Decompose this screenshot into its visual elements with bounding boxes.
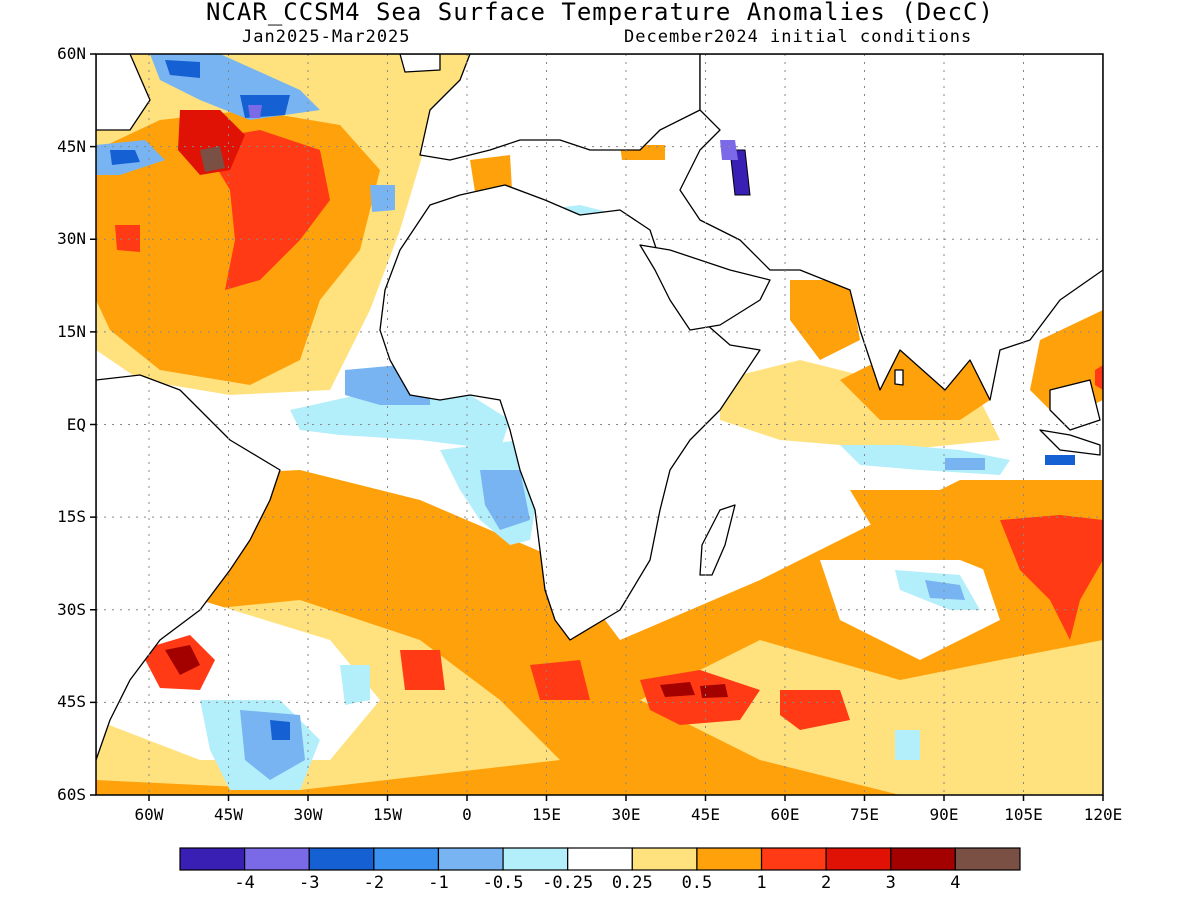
iceland-coastline [399,54,441,73]
caspian-sea [720,140,751,196]
asia-coastline [679,54,1103,401]
colorbar-tick-label: -2 [363,873,385,893]
africa-coastline [379,184,761,641]
colorbar-swatch [179,847,246,871]
colorbar-tick-label: 1 [756,873,767,893]
colorbar-swatch [437,847,504,871]
axis-ticks [90,53,1104,801]
lat-label: 45N [57,136,86,156]
colorbar-swatch [631,847,698,871]
lon-label: 15W [373,805,402,824]
colorbar-swatch [825,847,892,871]
lon-label: 90E [929,805,959,824]
colorbar-swatch [696,847,763,871]
colorbar-swatch [502,847,569,871]
lon-label: 120E [1083,805,1123,824]
colorbar-swatch [760,847,827,871]
lon-label: 45E [691,805,720,824]
lat-label: 30N [57,229,86,249]
lat-label: EQ [66,414,86,434]
forecast-period: Jan2025-Mar2025 [242,27,411,47]
north-america-coastline [96,54,151,131]
europe-coastline [419,54,701,161]
colorbar [179,847,1021,871]
colorbar-swatch [567,847,633,871]
colorbar-swatch [954,847,1021,871]
colorbar-tick-label: -0.5 [482,873,524,893]
colorbar-tick-label: 2 [821,873,832,893]
initial-conditions-label: December2024 initial conditions [624,27,973,47]
lon-label: 30E [611,805,641,824]
lon-label: 45W [214,805,243,824]
colorbar-tick-label: 0.25 [611,873,653,893]
lat-label: 15N [57,321,86,341]
land-mask [96,54,1103,761]
colorbar-swatch [890,847,956,871]
map-title: NCAR_CCSM4 Sea Surface Temperature Anoma… [206,0,994,26]
sri-lanka-coastline [894,369,904,386]
anomaly-field [96,54,1103,795]
lat-label: 45S [57,692,86,712]
lon-label: 0 [462,805,472,824]
madagascar-coastline [699,504,736,576]
colorbar-swatch [308,847,375,871]
lon-label: 60W [134,805,164,824]
colorbar-tick-label: 0.5 [681,873,713,893]
lat-label: 15S [57,507,86,527]
lon-label: 60E [770,805,800,824]
lon-label: 105E [1004,805,1043,824]
colorbar-tick-label: -4 [234,873,255,893]
lon-label: 15E [532,805,561,824]
colorbar-tick-label: 3 [885,873,896,893]
lat-label: 60S [57,785,86,804]
lat-label: 30S [57,599,86,619]
lat-label: 60N [57,44,86,63]
colorbar-swatch [244,847,310,871]
indonesia-coastline [1039,429,1101,456]
borneo-coastline [1049,379,1101,431]
colorbar-swatch [373,847,440,871]
colorbar-tick-label: -0.25 [542,873,594,893]
south-america-coastline [96,374,281,761]
lon-label: 75E [850,805,879,824]
colorbar-tick-label: 4 [950,873,961,893]
colorbar-tick-label: -3 [298,873,320,893]
colorbar-tick-label: -1 [428,873,449,893]
lon-label: 30W [293,805,323,824]
